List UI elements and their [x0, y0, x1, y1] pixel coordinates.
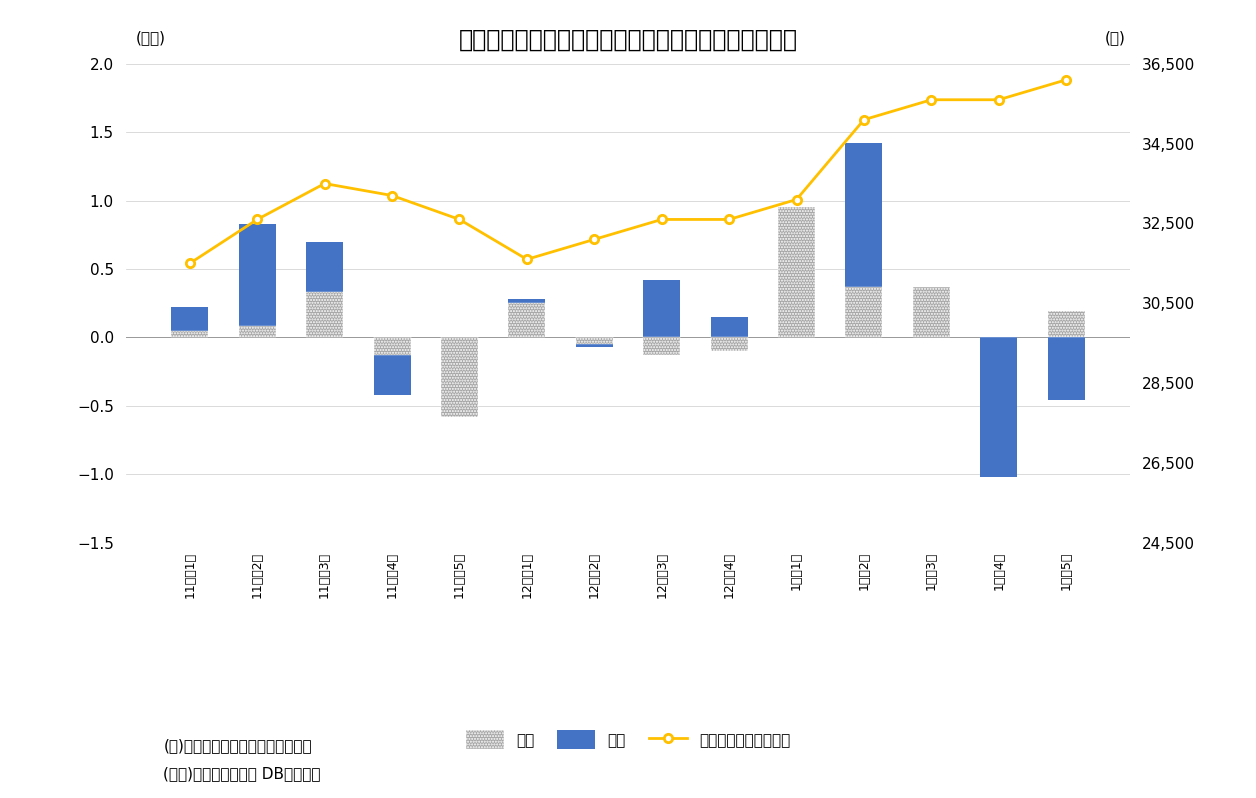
日絏平均株価（右軸） — [384, 191, 399, 200]
日絏平均株価（右軸） — [722, 215, 737, 224]
Bar — [373, 338, 411, 395]
Bar — [711, 338, 747, 351]
Bar — [239, 326, 276, 338]
Bar — [509, 303, 545, 338]
日絏平均株価（右軸） — [182, 259, 197, 268]
Bar — [1048, 338, 1085, 401]
Bar — [441, 338, 479, 395]
日絏平均株価（右軸） — [924, 95, 939, 105]
Bar — [913, 286, 950, 338]
Legend: 現物, 先物, 日絏平均株価（右軸）: 現物, 先物, 日絏平均株価（右軸） — [460, 725, 796, 755]
Bar — [711, 317, 747, 338]
日絏平均株価（右軸） — [519, 255, 534, 264]
Bar — [306, 242, 343, 338]
日絏平均株価（右軸） — [857, 115, 872, 124]
Text: (資料)ニッセイ基礎研 DBから作成: (資料)ニッセイ基礎研 DBから作成 — [163, 766, 320, 781]
日絏平均株価（右軸） — [991, 95, 1006, 105]
Bar — [575, 338, 613, 344]
日絏平均株価（右軸） — [587, 235, 602, 244]
Bar — [575, 338, 613, 347]
Line: 日絏平均株価（右軸）: 日絏平均株価（右軸） — [186, 76, 1070, 267]
Bar — [239, 224, 276, 338]
Bar — [509, 299, 545, 338]
Bar — [845, 286, 883, 338]
Bar — [643, 280, 681, 338]
Bar — [441, 338, 479, 417]
日絏平均株価（右軸） — [654, 215, 669, 224]
日絏平均株価（右軸） — [250, 215, 265, 224]
Bar — [777, 269, 815, 338]
日絏平均株価（右軸） — [1059, 75, 1074, 85]
Bar — [777, 207, 815, 338]
Text: (注)海外投資家の現物と先物、週次: (注)海外投資家の現物と先物、週次 — [163, 738, 311, 753]
Text: (兆円): (兆円) — [136, 30, 166, 45]
Bar — [171, 307, 208, 338]
Bar — [845, 143, 883, 338]
日絏平均株価（右軸） — [452, 215, 467, 224]
Text: 図表２　海外投資家は１月全ての週で現物を買い越し: 図表２ 海外投資家は１月全ての週で現物を買い越し — [458, 28, 798, 52]
Bar — [306, 292, 343, 338]
Bar — [980, 338, 1017, 477]
日絏平均株価（右軸） — [789, 195, 804, 204]
Bar — [373, 338, 411, 355]
Bar — [1048, 311, 1085, 338]
Bar — [171, 330, 208, 338]
Bar — [643, 338, 681, 355]
Text: (円): (円) — [1104, 30, 1125, 45]
日絏平均株価（右軸） — [317, 179, 332, 188]
